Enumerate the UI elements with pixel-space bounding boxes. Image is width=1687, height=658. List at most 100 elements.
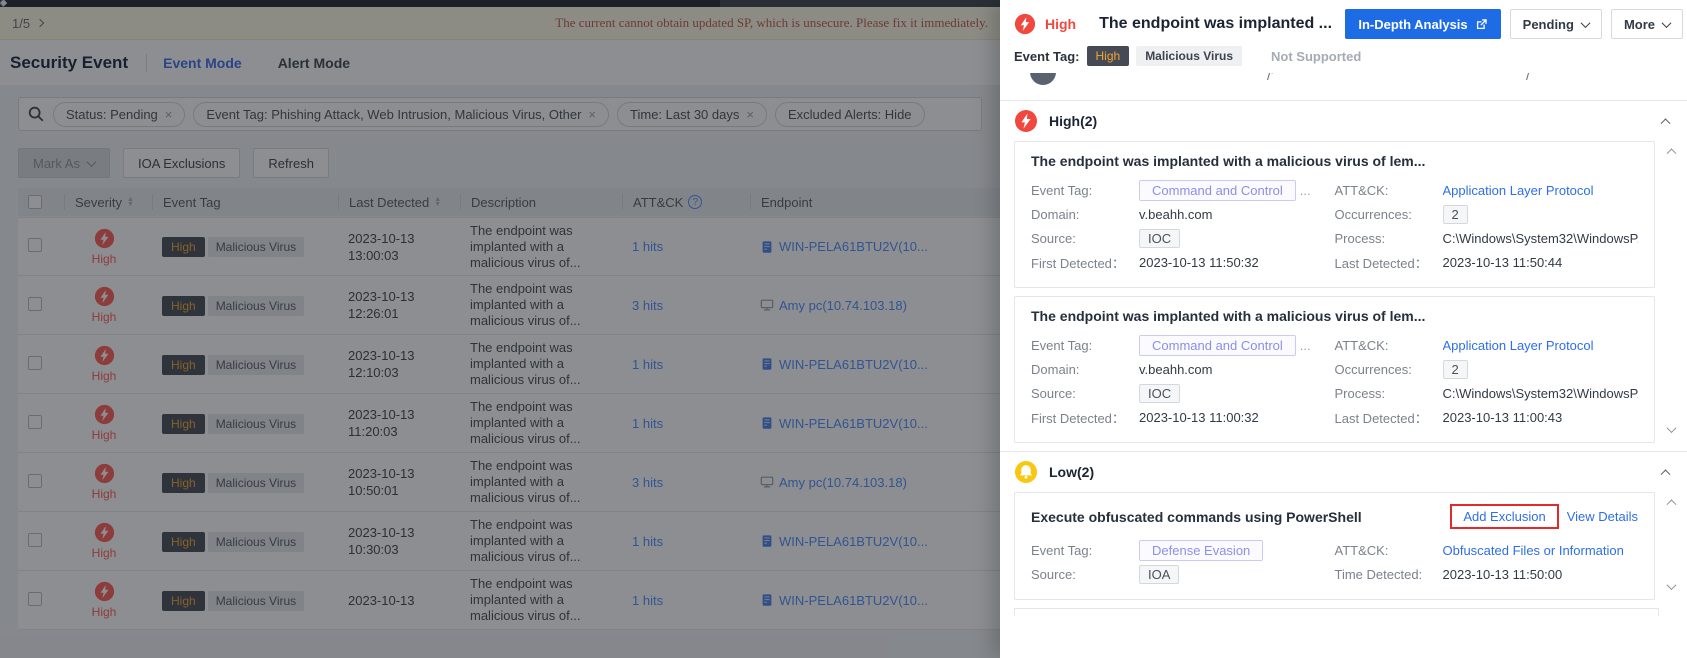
chevron-down-icon <box>1661 17 1672 28</box>
field-label: Last Detected： <box>1334 255 1428 271</box>
annotation-highlight-box: Add Exclusion <box>1450 504 1559 529</box>
severity-sections: High(2) The endpoint was implanted with … <box>1000 101 1687 616</box>
field-label: Source: <box>1031 230 1076 246</box>
section-title: High(2) <box>1049 113 1098 129</box>
field-label: Occurrences: <box>1334 361 1412 377</box>
panel-header: High The endpoint was implanted ... In-D… <box>1000 0 1687 43</box>
not-supported-label: Not Supported <box>1271 48 1362 64</box>
field-value: v.beahh.com <box>1139 361 1213 377</box>
external-link-icon <box>1476 18 1487 29</box>
in-depth-analysis-button[interactable]: In-Depth Analysis <box>1345 9 1501 39</box>
severity-label: High <box>1045 16 1077 32</box>
section-header-low[interactable]: Low(2) <box>1000 452 1687 492</box>
scroll-down-icon[interactable] <box>1666 423 1677 434</box>
field-value: 2 <box>1442 359 1468 379</box>
field-label: First Detected： <box>1031 255 1125 271</box>
collapse-chevron-icon[interactable] <box>1660 469 1671 480</box>
field-value: IOC <box>1139 383 1181 403</box>
field-label: ATT&CK: <box>1334 337 1389 353</box>
event-tag-label: Event Tag: <box>1014 48 1080 64</box>
card-field: Domain: v.beahh.com <box>1031 357 1335 381</box>
field-value: Command and Control... <box>1139 179 1311 201</box>
event-detail-panel: High The endpoint was implanted ... In-D… <box>1000 0 1687 658</box>
field-link[interactable]: Application Layer Protocol <box>1442 182 1594 198</box>
card-field: Last Detected： 2023-10-13 11:50:44 <box>1335 250 1639 274</box>
scroll-down-icon[interactable] <box>1666 580 1677 591</box>
field-value: v.beahh.com <box>1139 206 1213 222</box>
section-severity-icon <box>1014 460 1038 484</box>
field-value[interactable]: Application Layer Protocol <box>1443 183 1594 198</box>
section-header-high[interactable]: High(2) <box>1000 101 1687 141</box>
card-title: Execute obfuscated commands using PowerS… <box>1031 508 1362 525</box>
field-value: C:\Windows\System32\WindowsP... <box>1442 230 1639 246</box>
card-field: Process: C:\Windows\System32\WindowsP... <box>1335 226 1639 250</box>
field-value: 2023-10-13 11:00:43 <box>1442 409 1563 425</box>
scroll-up-icon[interactable] <box>1666 499 1677 510</box>
field-value: 2023-10-13 11:50:00 <box>1442 566 1563 582</box>
field-value: 2023-10-13 11:00:32 <box>1139 409 1259 425</box>
field-value[interactable]: Obfuscated Files or Information <box>1443 543 1624 558</box>
card-field: Source: IOA <box>1031 562 1335 586</box>
card-list: The endpoint was implanted with a malici… <box>1014 141 1677 443</box>
card-field: Occurrences: 2 <box>1335 357 1639 381</box>
card-field: Domain: v.beahh.com <box>1031 202 1335 226</box>
field-value: 2023-10-13 11:50:44 <box>1442 254 1563 270</box>
field-label: Last Detected： <box>1334 410 1428 426</box>
event-card: The endpoint was implanted with a malici… <box>1014 296 1655 443</box>
field-label: ATT&CK: <box>1334 182 1389 198</box>
field-value: 2 <box>1442 204 1468 224</box>
card-field: Source: IOC <box>1031 381 1335 405</box>
clipped-scrolled-row: /' / <box>1014 73 1673 93</box>
divider <box>1000 100 1687 101</box>
field-label: Event Tag: <box>1031 337 1093 353</box>
card-title: The endpoint was implanted with a malici… <box>1031 153 1426 169</box>
card-list: Execute obfuscated commands using PowerS… <box>1014 492 1677 600</box>
view-details-link[interactable]: View Details <box>1566 509 1638 524</box>
field-link[interactable]: Obfuscated Files or Information <box>1442 542 1624 558</box>
field-link[interactable]: Application Layer Protocol <box>1442 337 1594 353</box>
field-value: C:\Windows\System32\WindowsP... <box>1442 385 1639 401</box>
field-label: Process: <box>1334 385 1386 401</box>
field-label: Source: <box>1031 566 1076 582</box>
scroll-up-icon[interactable] <box>1666 148 1677 159</box>
field-label: First Detected： <box>1031 410 1125 426</box>
next-card-stub <box>1014 608 1659 616</box>
field-label: Domain: <box>1031 361 1080 377</box>
card-field: Source: IOC <box>1031 226 1335 250</box>
field-label: Occurrences: <box>1334 206 1412 222</box>
field-value[interactable]: Application Layer Protocol <box>1443 338 1594 353</box>
section-title: Low(2) <box>1049 464 1095 480</box>
main-content-area: 1/5 The current cannot obtain updated SP… <box>0 0 1000 658</box>
card-field: ATT&CK: Application Layer Protocol <box>1335 333 1639 357</box>
card-links: Add Exclusion View Details <box>1450 504 1638 529</box>
card-field: Event Tag: Command and Control... <box>1031 333 1335 357</box>
panel-tag-row: Event Tag: High Malicious Virus Not Supp… <box>1000 43 1687 73</box>
field-value: Command and Control... <box>1139 334 1311 356</box>
card-field: ATT&CK: Application Layer Protocol <box>1335 178 1639 202</box>
field-label: Event Tag: <box>1031 542 1093 558</box>
severity-tag-badge: High <box>1086 46 1130 66</box>
add-exclusion-link[interactable]: Add Exclusion <box>1463 509 1546 524</box>
more-dropdown-button[interactable]: More <box>1610 9 1683 39</box>
field-label: Source: <box>1031 385 1076 401</box>
section-severity-icon <box>1014 109 1038 133</box>
field-value: IOA <box>1139 564 1180 584</box>
card-field: First Detected： 2023-10-13 11:00:32 <box>1031 405 1335 429</box>
event-card: The endpoint was implanted with a malici… <box>1014 141 1655 288</box>
field-label: Process: <box>1334 230 1386 246</box>
card-field: First Detected： 2023-10-13 11:50:32 <box>1031 250 1335 274</box>
type-tag-badge: Malicious Virus <box>1136 46 1242 66</box>
card-field: Time Detected: 2023-10-13 11:50:00 <box>1335 562 1639 586</box>
card-field: Event Tag: Command and Control... <box>1031 178 1335 202</box>
collapse-chevron-icon[interactable] <box>1660 118 1671 129</box>
status-dropdown-button[interactable]: Pending <box>1509 9 1602 39</box>
field-label: Domain: <box>1031 206 1080 222</box>
field-label: Event Tag: <box>1031 182 1093 198</box>
field-value: IOC <box>1139 228 1181 248</box>
field-label: Time Detected: <box>1334 566 1423 582</box>
card-field: Process: C:\Windows\System32\WindowsP... <box>1335 381 1639 405</box>
field-value: Defense Evasion <box>1139 539 1264 561</box>
card-title: The endpoint was implanted with a malici… <box>1031 308 1426 324</box>
card-field: Last Detected： 2023-10-13 11:00:43 <box>1335 405 1639 429</box>
